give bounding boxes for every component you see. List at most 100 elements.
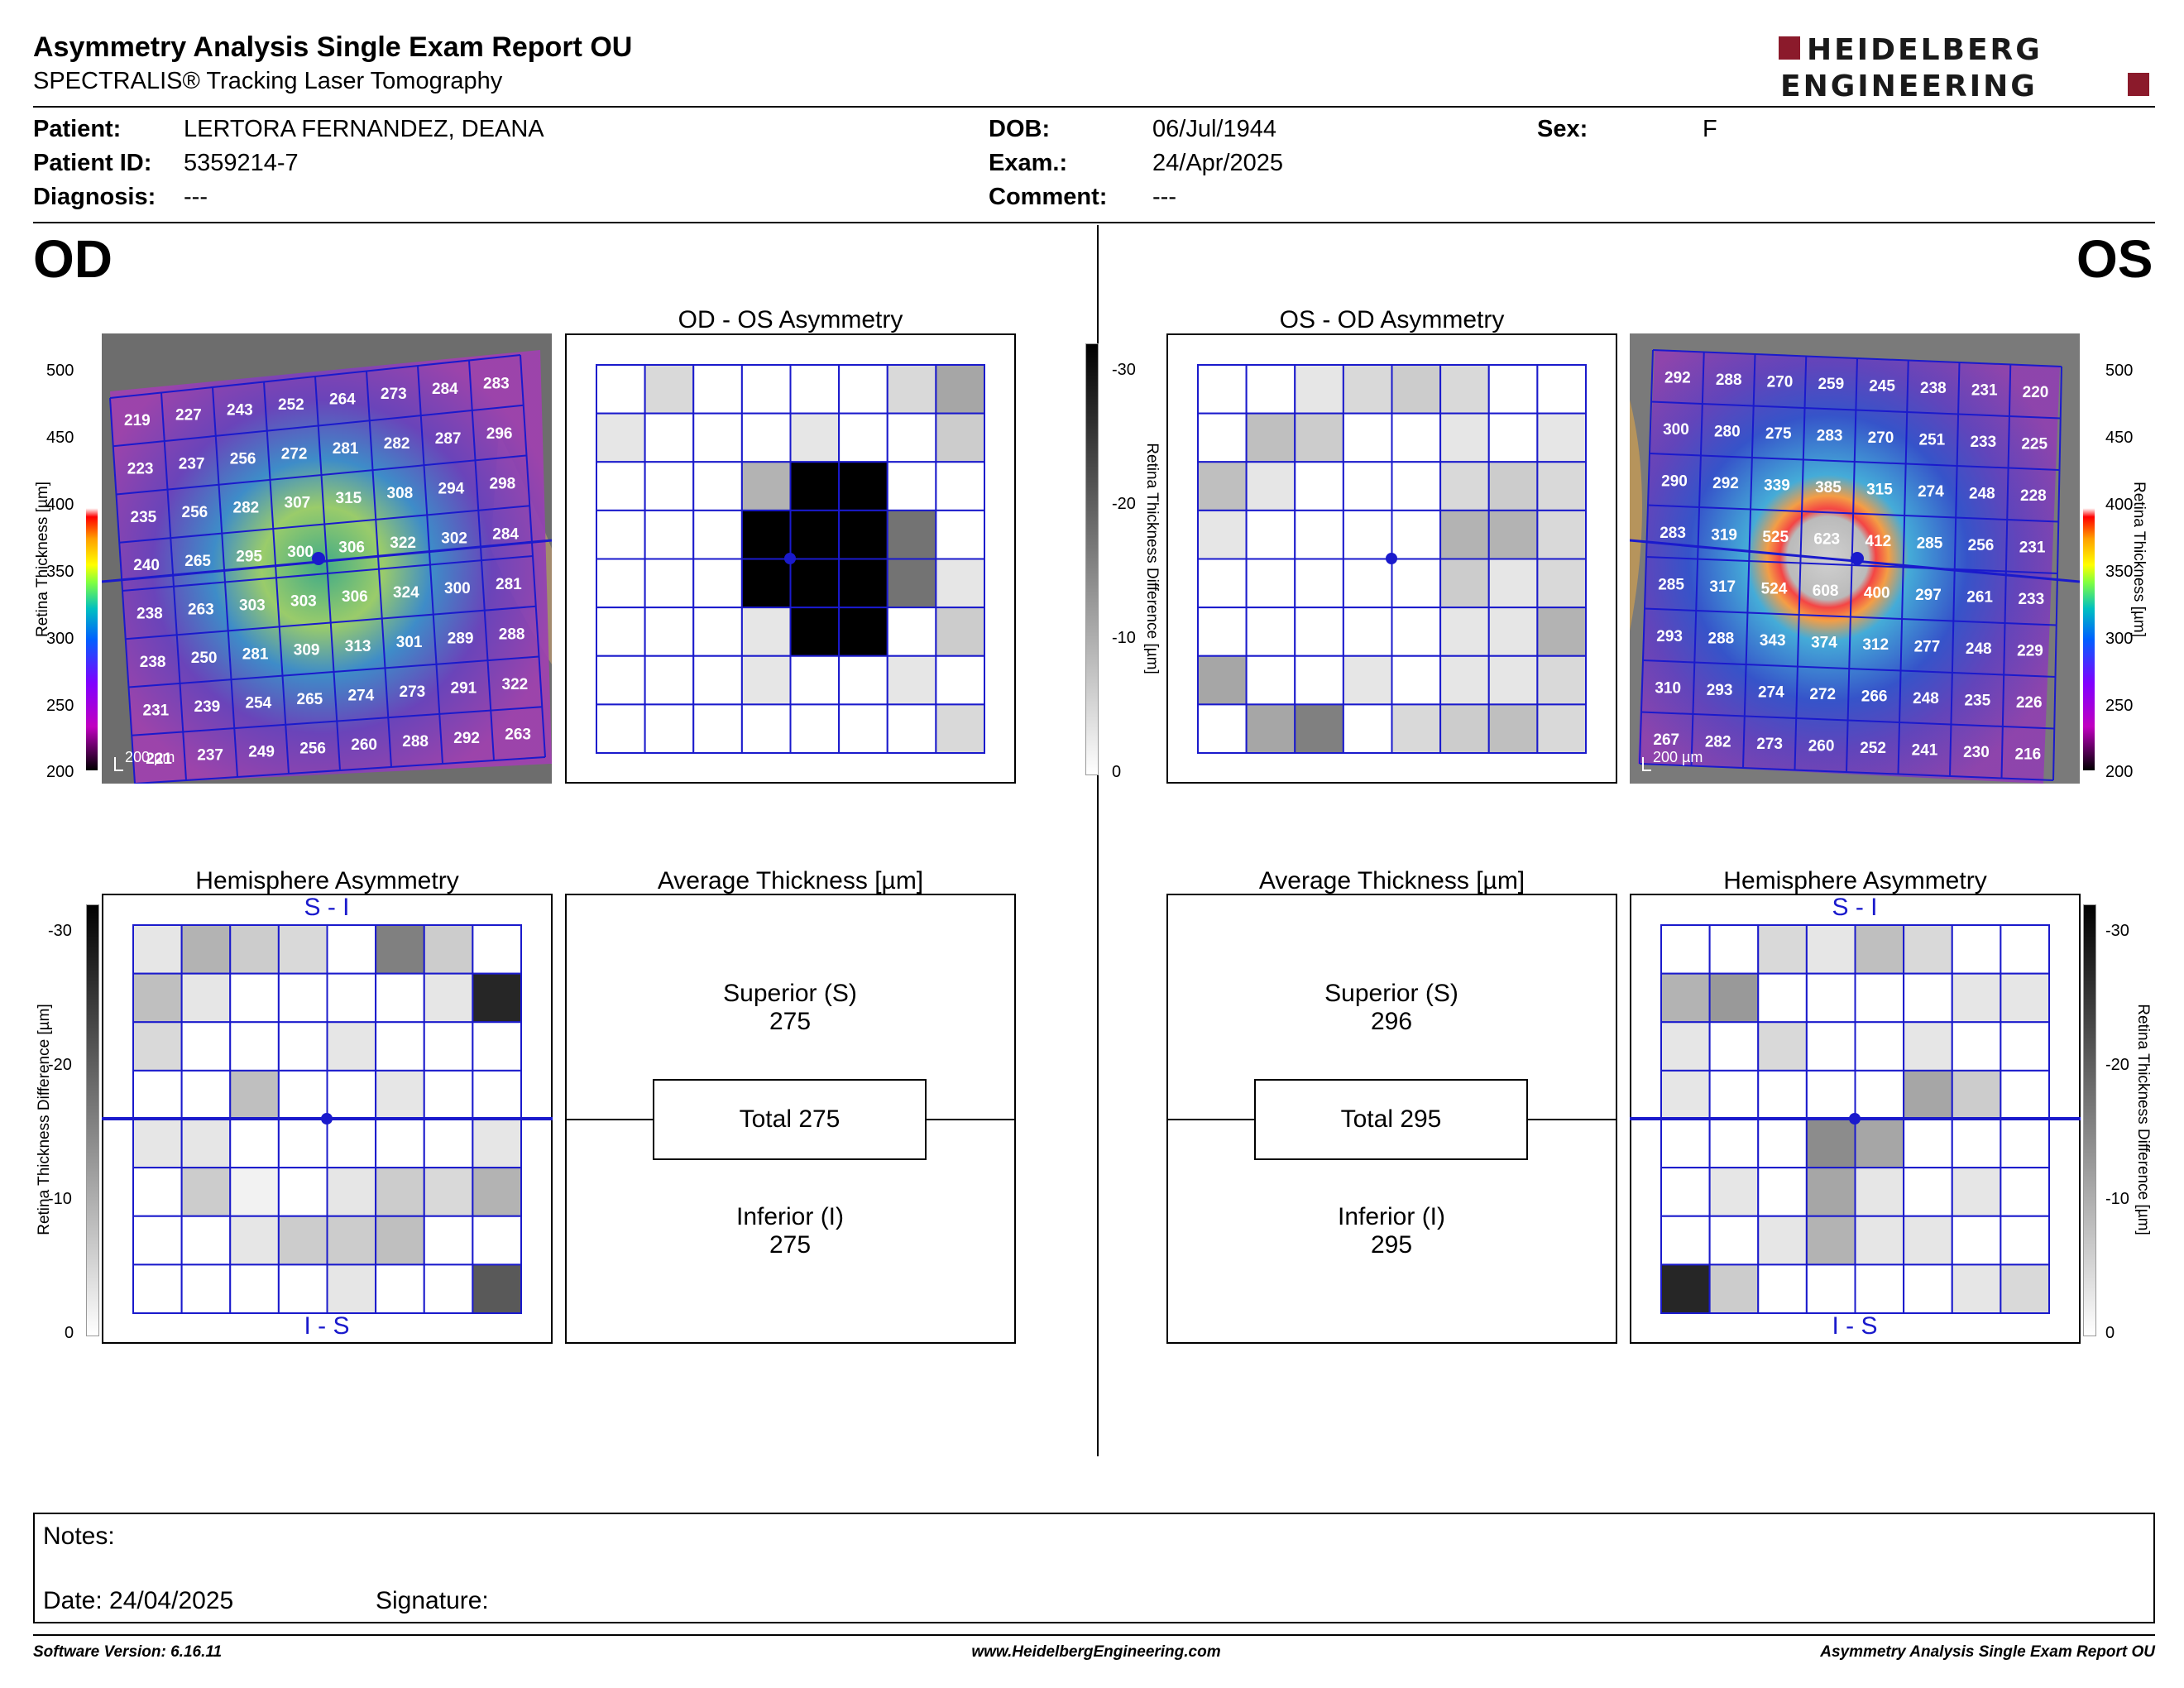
thickness-value: 263 bbox=[188, 601, 214, 618]
patient-value: LERTORA FERNANDEZ, DEANA bbox=[184, 116, 544, 142]
grid-cell bbox=[692, 364, 743, 415]
notes-box[interactable]: Notes: Date: 24/04/2025 Signature: bbox=[33, 1513, 2155, 1623]
grid-cell bbox=[423, 1215, 474, 1266]
od-hemi-tick-10: -10 bbox=[48, 1190, 72, 1208]
thickness-value: 290 bbox=[1661, 473, 1688, 491]
thickness-value: 237 bbox=[179, 455, 205, 472]
footer-divider bbox=[33, 1634, 2155, 1636]
grid-cell bbox=[740, 558, 792, 609]
grid-cell bbox=[692, 703, 743, 754]
grid-cell bbox=[423, 1264, 474, 1314]
grid-line bbox=[1642, 659, 2056, 678]
od-hemi-colorbar bbox=[86, 904, 99, 1336]
thickness-value: 277 bbox=[1914, 639, 1941, 656]
grid-cell bbox=[1854, 1069, 1905, 1120]
grid-cell bbox=[375, 1021, 425, 1072]
os-is-label: I - S bbox=[1832, 1312, 1878, 1340]
os-label: OS bbox=[2076, 229, 2153, 289]
thickness-value: 231 bbox=[1971, 382, 1998, 400]
grid-line bbox=[1640, 711, 2055, 730]
grid-cell bbox=[1439, 364, 1490, 415]
grid-cell bbox=[1536, 655, 1587, 706]
thickness-value: 292 bbox=[1664, 370, 1691, 387]
od-hemi-center-marker bbox=[321, 1113, 333, 1125]
grid-cell bbox=[644, 607, 695, 657]
grid-cell bbox=[2000, 1167, 2050, 1217]
grid-cell bbox=[2000, 1118, 2050, 1169]
thickness-value: 273 bbox=[400, 683, 426, 701]
thickness-value: 252 bbox=[1860, 740, 1886, 757]
grid-cell bbox=[1294, 509, 1344, 560]
grid-cell bbox=[1708, 1264, 1760, 1314]
grid-cell bbox=[1660, 1021, 1711, 1072]
thickness-value: 235 bbox=[131, 509, 157, 526]
thickness-value: 306 bbox=[342, 588, 368, 606]
grid-cell bbox=[2000, 1215, 2050, 1266]
grid-cell bbox=[472, 1167, 522, 1217]
patient-id-value: 5359214-7 bbox=[184, 150, 299, 176]
grid-cell bbox=[326, 1021, 377, 1072]
grid-cell bbox=[1245, 703, 1296, 754]
os-od-asym-box bbox=[1166, 333, 1617, 784]
grid-cell bbox=[692, 558, 743, 609]
grid-cell bbox=[838, 703, 888, 754]
grid-cell bbox=[326, 1167, 377, 1217]
thickness-value: 283 bbox=[1660, 525, 1686, 542]
thickness-value: 301 bbox=[396, 634, 423, 651]
thickness-value: 282 bbox=[384, 435, 410, 453]
os-tick-400: 400 bbox=[2105, 496, 2134, 514]
grid-cell bbox=[375, 1118, 425, 1169]
grid-cell bbox=[1951, 1021, 2002, 1072]
thickness-value: 256 bbox=[182, 504, 208, 521]
grid-cell bbox=[326, 1215, 377, 1266]
grid-cell bbox=[1197, 703, 1248, 754]
grid-cell bbox=[740, 461, 792, 511]
grid-cell bbox=[180, 972, 232, 1024]
thickness-value: 282 bbox=[1705, 734, 1731, 751]
thickness-value: 608 bbox=[1813, 583, 1839, 600]
grid-cell bbox=[935, 461, 985, 511]
od-tick-400: 400 bbox=[46, 496, 74, 514]
grid-cell bbox=[1245, 461, 1296, 511]
center-diff-axis-label: Retina Thickness Difference [µm] bbox=[1143, 443, 1161, 674]
grid-cell bbox=[277, 1264, 328, 1314]
grid-cell bbox=[1708, 924, 1760, 975]
footer-website[interactable]: www.HeidelbergEngineering.com bbox=[971, 1643, 1221, 1661]
grid-cell bbox=[1197, 461, 1248, 511]
grid-cell bbox=[1487, 509, 1539, 560]
grid-cell bbox=[1536, 558, 1587, 609]
grid-cell bbox=[1708, 1069, 1760, 1120]
grid-cell bbox=[1951, 1069, 2002, 1120]
grid-cell bbox=[1903, 1264, 1953, 1314]
grid-line bbox=[520, 354, 546, 758]
grid-cell bbox=[1660, 972, 1711, 1024]
grid-cell bbox=[1294, 461, 1344, 511]
thickness-value: 227 bbox=[175, 407, 202, 424]
patient-label: Patient: bbox=[33, 116, 122, 142]
grid-cell bbox=[935, 509, 985, 560]
grid-cell bbox=[1391, 509, 1442, 560]
thickness-value: 270 bbox=[1767, 374, 1794, 391]
thickness-value: 309 bbox=[294, 642, 320, 659]
grid-cell bbox=[1439, 412, 1490, 463]
grid-cell bbox=[838, 607, 888, 657]
grid-cell bbox=[472, 1021, 522, 1072]
thickness-value: 226 bbox=[2016, 694, 2043, 712]
grid-cell bbox=[1854, 924, 1905, 975]
thickness-value: 295 bbox=[236, 548, 262, 565]
dob-value: 06/Jul/1944 bbox=[1152, 116, 1276, 142]
thickness-value: 283 bbox=[483, 376, 510, 393]
grid-cell bbox=[132, 1021, 183, 1072]
grid-cell bbox=[1708, 1118, 1760, 1169]
diagnosis-value: --- bbox=[184, 184, 208, 210]
grid-cell bbox=[1708, 1021, 1760, 1072]
grid-line bbox=[128, 655, 539, 688]
grid-cell bbox=[1391, 655, 1442, 706]
sex-label: Sex: bbox=[1537, 116, 1588, 142]
thickness-value: 315 bbox=[336, 490, 362, 507]
grid-line bbox=[1645, 556, 2058, 574]
thickness-value: 324 bbox=[393, 584, 419, 602]
grid-line bbox=[2052, 366, 2062, 781]
report-subtitle: SPECTRALIS® Tracking Laser Tomography bbox=[33, 68, 503, 94]
thickness-value: 275 bbox=[1765, 425, 1792, 443]
